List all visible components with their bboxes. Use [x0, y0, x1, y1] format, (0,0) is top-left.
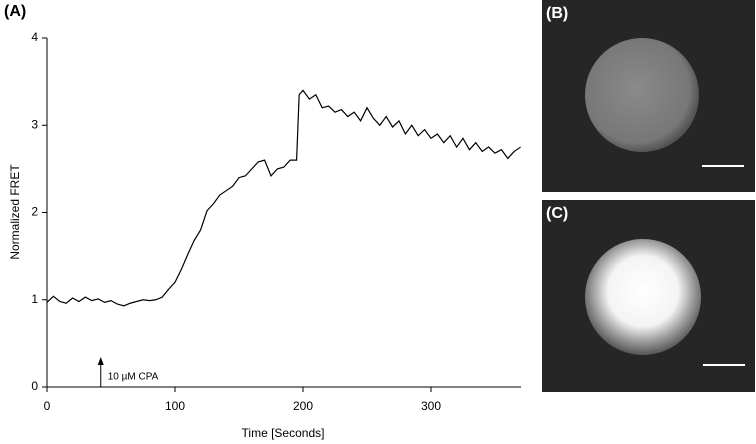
x-axis-label: Time [Seconds]	[242, 426, 325, 440]
cell	[585, 38, 699, 152]
arrow-head	[97, 357, 104, 365]
y-tick-label: 3	[31, 117, 38, 131]
x-tick-label: 200	[293, 399, 313, 413]
y-tick-label: 0	[31, 379, 38, 393]
image-b: (B)	[542, 0, 755, 192]
y-tick-label: 1	[31, 292, 38, 306]
panel-label: (B)	[546, 5, 568, 22]
x-tick-label: 300	[421, 399, 441, 413]
x-tick-label: 100	[165, 399, 185, 413]
cell	[585, 239, 701, 355]
data-line	[46, 89, 521, 307]
y-axis-label: Normalized FRET	[8, 164, 22, 260]
panel-label: (C)	[546, 205, 568, 222]
annotation-text: 10 µM CPA	[108, 372, 159, 383]
x-tick-label: 0	[44, 399, 51, 413]
panel-label: (A)	[4, 3, 26, 20]
y-tick-label: 2	[31, 205, 38, 219]
image-c: (C)	[542, 200, 755, 392]
y-tick-label: 4	[31, 30, 38, 44]
